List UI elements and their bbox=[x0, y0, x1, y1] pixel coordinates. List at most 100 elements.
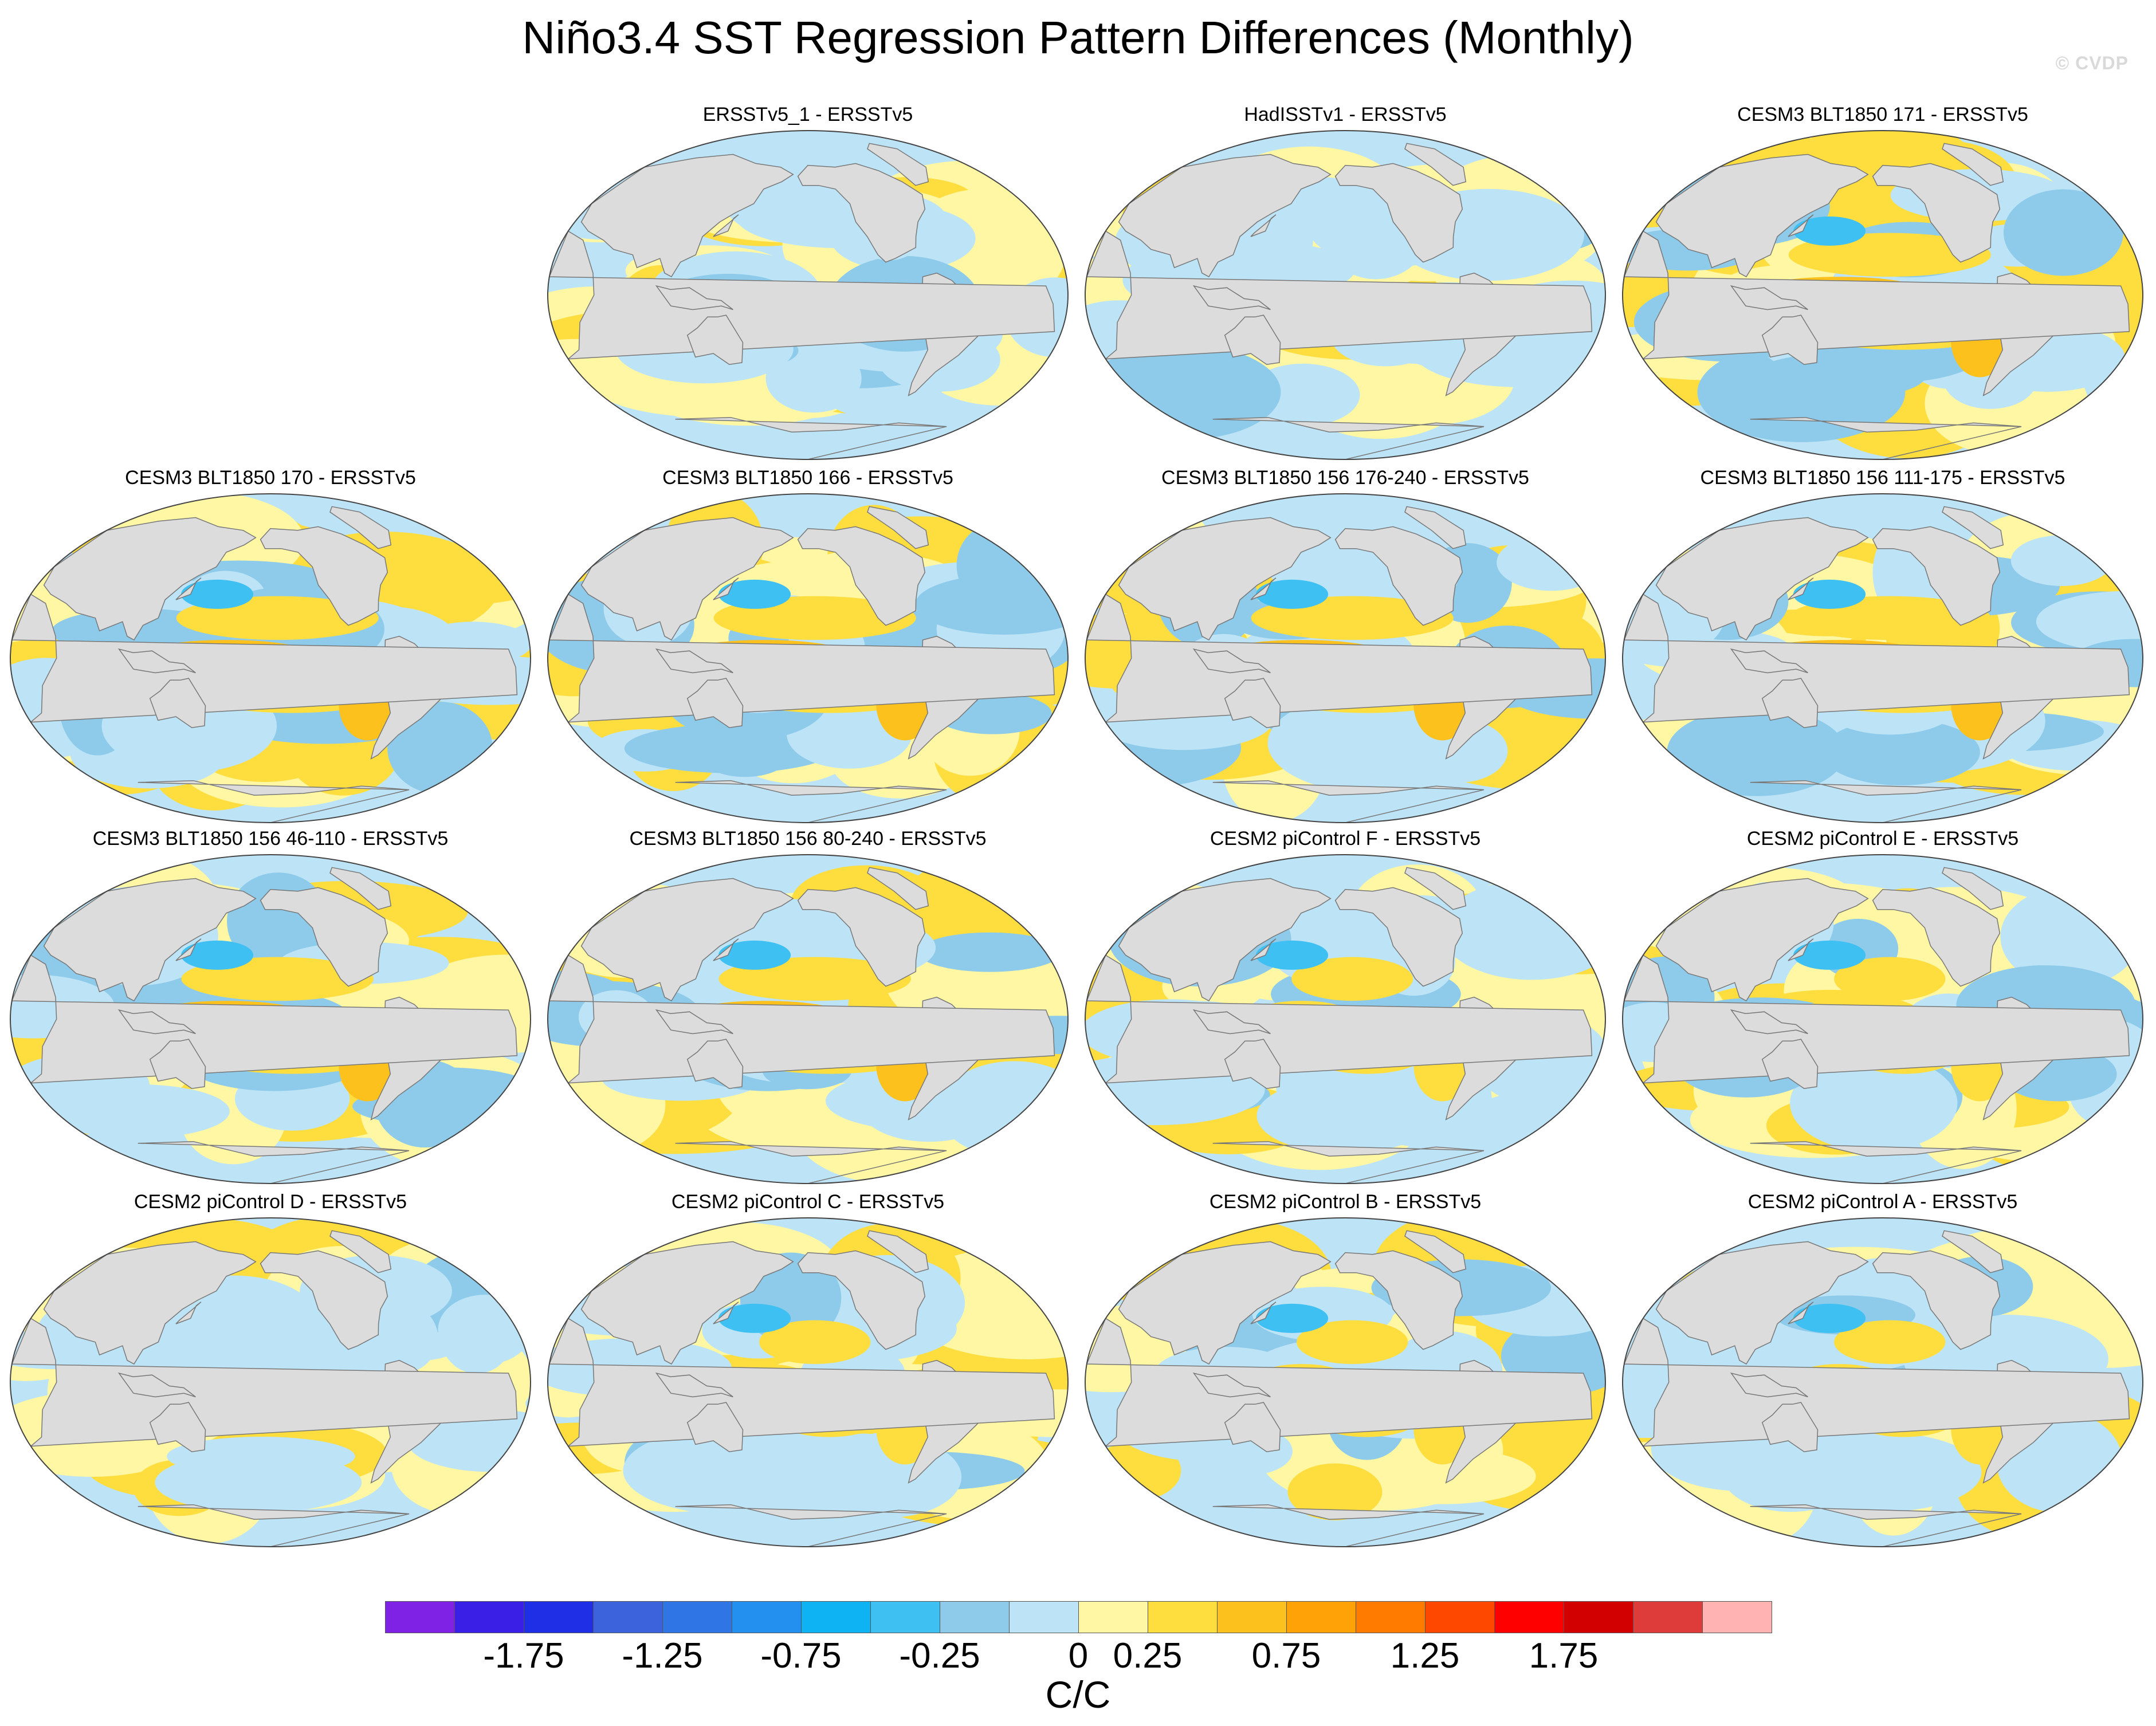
panel-label: CESM2 piControl C - ERSSTv5 bbox=[671, 1191, 945, 1213]
land-mass bbox=[329, 867, 392, 910]
land-mass bbox=[149, 1402, 206, 1452]
colorbar-swatch bbox=[662, 1601, 732, 1633]
anomaly-region bbox=[897, 1246, 1068, 1359]
anomaly-region bbox=[2003, 189, 2124, 276]
land-mass bbox=[797, 1250, 926, 1350]
sst-difference-map bbox=[1622, 493, 2143, 823]
land-mass bbox=[1623, 593, 2130, 723]
colorbar-swatch bbox=[524, 1601, 594, 1633]
land-mass bbox=[1942, 143, 2004, 186]
anomaly-region bbox=[765, 344, 862, 413]
cvdp-watermark: © CVDP bbox=[2055, 53, 2128, 73]
anomaly-region bbox=[1793, 1303, 1866, 1333]
land-mass bbox=[1334, 1250, 1463, 1350]
colorbar-swatch bbox=[1702, 1601, 1772, 1633]
anomaly-region bbox=[155, 1452, 362, 1513]
land-mass bbox=[117, 1372, 196, 1398]
anomaly-region bbox=[438, 1295, 531, 1365]
land-mass bbox=[329, 1230, 392, 1273]
land-mass bbox=[548, 230, 1055, 360]
land-mass bbox=[1623, 1318, 2130, 1447]
land-mass bbox=[686, 1402, 744, 1452]
anomaly-region bbox=[1834, 1320, 1946, 1365]
land-mass bbox=[548, 1318, 1055, 1447]
map-border bbox=[1085, 493, 1606, 823]
map-panel: HadISSTv1 - ERSSTv5 bbox=[1082, 102, 1609, 463]
anomaly-region bbox=[718, 1303, 791, 1333]
land-mass bbox=[1655, 517, 1869, 641]
land-mass bbox=[1788, 938, 1814, 961]
land-mass bbox=[797, 526, 926, 626]
map-border bbox=[1622, 1217, 2143, 1547]
anomaly-region bbox=[407, 1409, 531, 1472]
land-mass bbox=[1750, 416, 2022, 459]
land-mass bbox=[1942, 1230, 2004, 1273]
land-mass bbox=[138, 1141, 410, 1184]
land-mass bbox=[1250, 214, 1277, 237]
anomaly-region bbox=[180, 579, 254, 609]
land-mass bbox=[11, 1318, 518, 1447]
land-mass bbox=[1212, 1141, 1485, 1184]
sst-difference-map bbox=[1085, 130, 1606, 460]
land-mass bbox=[43, 1241, 257, 1365]
land-mass bbox=[1212, 416, 1485, 459]
land-mass bbox=[175, 1302, 202, 1324]
colorbar-tick-label: -0.75 bbox=[760, 1636, 842, 1676]
land-mass bbox=[686, 314, 744, 365]
panel-label: CESM3 BLT1850 156 46-110 - ERSSTv5 bbox=[92, 828, 449, 850]
colorbar-tick-label: 1.75 bbox=[1529, 1636, 1599, 1676]
land-mass bbox=[1224, 678, 1281, 728]
anomaly-region bbox=[718, 579, 791, 609]
panel-label: CESM2 piControl F - ERSSTv5 bbox=[1209, 828, 1481, 850]
panel-label: ERSSTv5_1 - ERSSTv5 bbox=[702, 104, 913, 125]
land-mass bbox=[1942, 867, 2004, 910]
land-mass bbox=[1730, 1372, 1808, 1398]
anomaly-region bbox=[1821, 719, 1980, 785]
map-border bbox=[1622, 130, 2143, 460]
land-mass bbox=[1761, 1402, 1819, 1452]
land-mass bbox=[1250, 938, 1277, 961]
land-mass bbox=[260, 887, 388, 987]
map-panel: CESM3 BLT1850 156 111-175 - ERSSTv5 bbox=[1619, 465, 2146, 826]
land-mass bbox=[1118, 517, 1332, 641]
map-border bbox=[1622, 493, 2143, 823]
map-border bbox=[10, 493, 531, 823]
land-mass bbox=[11, 954, 518, 1084]
anomaly-region bbox=[1287, 1463, 1383, 1520]
anomaly-region bbox=[918, 932, 1062, 972]
land-mass bbox=[1730, 648, 1808, 674]
land-mass bbox=[1192, 648, 1271, 674]
land-mass bbox=[1192, 1009, 1271, 1035]
land-mass bbox=[1655, 154, 1869, 278]
map-panel: CESM2 piControl E - ERSSTv5 bbox=[1619, 826, 2146, 1187]
anomaly-region bbox=[1793, 940, 1866, 970]
anomaly-region bbox=[1793, 216, 1866, 246]
colorbar-tick-label: 1.25 bbox=[1390, 1636, 1460, 1676]
sst-difference-map bbox=[1622, 130, 2143, 460]
land-mass bbox=[1761, 678, 1819, 728]
sst-difference-map bbox=[10, 854, 531, 1184]
anomaly-region bbox=[702, 737, 788, 777]
land-mass bbox=[1750, 1504, 2022, 1547]
land-mass bbox=[175, 577, 202, 600]
panel-label: CESM3 BLT1850 166 - ERSSTv5 bbox=[662, 467, 953, 489]
panel-label: HadISSTv1 - ERSSTv5 bbox=[1244, 104, 1447, 125]
sst-difference-map bbox=[547, 130, 1069, 460]
anomaly-region bbox=[718, 940, 791, 970]
land-mass bbox=[1623, 954, 2130, 1084]
panel-label: CESM3 BLT1850 156 111-175 - ERSSTv5 bbox=[1700, 467, 2065, 489]
land-mass bbox=[117, 1009, 196, 1035]
land-mass bbox=[713, 938, 739, 961]
colorbar-swatch bbox=[1217, 1601, 1287, 1633]
land-mass bbox=[1212, 780, 1485, 823]
map-panel: CESM2 piControl B - ERSSTv5 bbox=[1082, 1189, 1609, 1550]
colorbar-tick-label: -1.75 bbox=[483, 1636, 564, 1676]
anomaly-region bbox=[180, 940, 254, 970]
anomaly-region bbox=[1793, 579, 1866, 609]
colorbar-swatch bbox=[1425, 1601, 1495, 1633]
colorbar-swatch bbox=[801, 1601, 871, 1633]
land-mass bbox=[1942, 506, 2004, 549]
land-mass bbox=[1655, 878, 1869, 1002]
sst-difference-map bbox=[547, 1217, 1069, 1547]
land-mass bbox=[867, 143, 929, 186]
